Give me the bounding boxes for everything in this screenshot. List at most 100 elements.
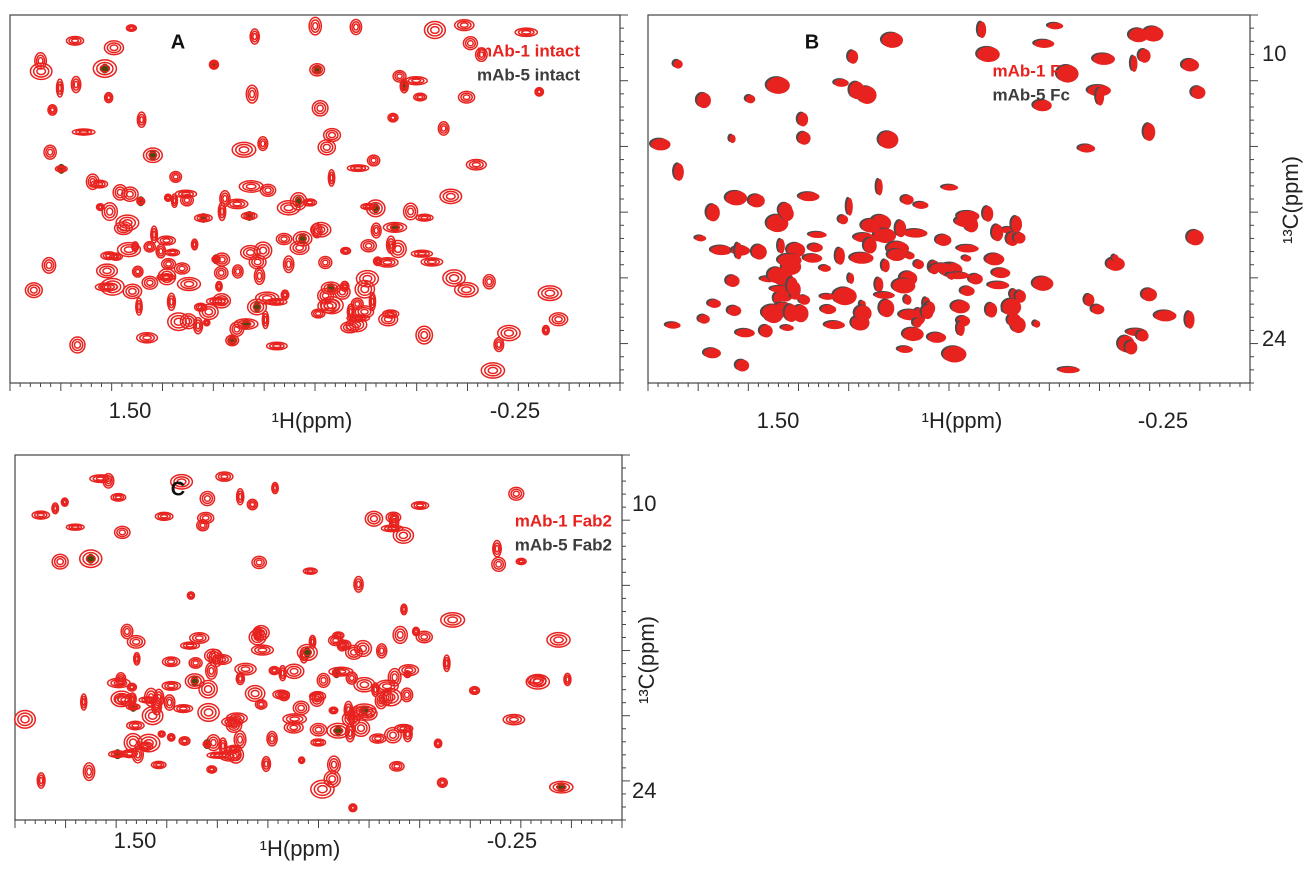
peak — [491, 556, 507, 573]
peak — [170, 193, 179, 209]
peak — [347, 305, 354, 318]
peak — [445, 192, 456, 200]
peak — [141, 697, 156, 703]
peak — [423, 258, 441, 266]
peak — [991, 224, 1004, 242]
peak — [258, 246, 268, 255]
peak — [180, 278, 198, 290]
peak — [35, 54, 46, 68]
peak — [334, 671, 339, 676]
peak — [874, 292, 895, 299]
peak — [416, 251, 427, 256]
peak — [133, 653, 140, 664]
peak — [138, 199, 144, 204]
peak — [132, 651, 141, 666]
panel-label: C — [171, 478, 185, 500]
peak — [1130, 55, 1138, 72]
peak — [956, 321, 965, 337]
peak — [404, 671, 411, 678]
peak — [101, 284, 112, 290]
peak — [1033, 320, 1041, 328]
peak — [258, 138, 267, 150]
peak — [415, 325, 434, 345]
peak — [105, 207, 114, 216]
peak — [158, 731, 165, 737]
peak — [393, 244, 403, 254]
peak — [554, 315, 563, 323]
peak — [521, 29, 532, 35]
peak — [314, 310, 322, 317]
peak — [136, 299, 142, 314]
peak — [1143, 26, 1164, 42]
peak — [184, 317, 193, 325]
peak — [494, 544, 500, 553]
peak — [31, 510, 51, 520]
peak — [227, 335, 238, 345]
peak — [396, 73, 403, 80]
peak — [113, 752, 122, 757]
peak — [402, 725, 413, 743]
peak — [542, 326, 550, 335]
peak — [231, 141, 257, 158]
peak — [348, 307, 353, 316]
peak — [1187, 229, 1204, 246]
peak — [930, 263, 955, 273]
peak — [99, 64, 111, 73]
peak — [1015, 290, 1026, 303]
panel-c: C mAb-1 Fab2 mAb-5 Fab2 1.50 -0.25 ¹H(pp… — [14, 454, 659, 861]
peak — [366, 154, 381, 167]
peak — [402, 689, 412, 701]
peak — [204, 320, 209, 325]
peak — [269, 735, 275, 743]
peak — [373, 686, 378, 694]
peak — [1136, 330, 1149, 342]
peak — [193, 302, 208, 312]
peak — [202, 740, 212, 749]
peak — [696, 92, 711, 109]
peak — [34, 52, 48, 70]
peak — [400, 80, 408, 92]
peak — [564, 674, 571, 685]
peak — [280, 236, 288, 242]
peak — [118, 529, 127, 536]
peak — [215, 267, 227, 279]
peak — [102, 267, 112, 275]
peak — [332, 670, 341, 677]
peak — [281, 693, 287, 699]
peak — [282, 255, 295, 274]
peak — [420, 330, 429, 340]
peak — [302, 567, 318, 575]
peak — [529, 676, 545, 686]
peak — [41, 256, 57, 274]
peak — [165, 261, 173, 267]
peak — [726, 275, 740, 288]
peak — [863, 237, 877, 254]
peak — [253, 557, 265, 568]
peak — [147, 711, 158, 720]
peak — [778, 238, 785, 254]
peak — [312, 309, 324, 318]
panel-b: B mAb-1 Fc mAb-5 Fc 1.50 -0.25 ¹H(ppm) 1… — [647, 14, 1303, 433]
peak — [474, 47, 488, 63]
peak — [299, 758, 304, 763]
peak — [78, 549, 103, 569]
peak — [378, 647, 385, 655]
peak — [136, 111, 147, 129]
peak — [881, 32, 904, 48]
peak — [358, 272, 376, 286]
peak — [761, 304, 786, 321]
peak — [102, 472, 115, 489]
peak — [404, 204, 417, 218]
peak — [912, 318, 922, 328]
peak — [735, 242, 743, 260]
peak — [439, 780, 446, 786]
peak — [462, 36, 479, 51]
peak — [276, 200, 301, 216]
peak — [225, 712, 248, 725]
peak — [347, 706, 366, 720]
peak — [233, 266, 243, 277]
peak — [372, 256, 383, 267]
panel-a: A mAb-1 intact mAb-5 intact 1.50 -0.25 ¹… — [9, 14, 628, 433]
peak — [391, 673, 398, 682]
peak — [271, 481, 279, 495]
